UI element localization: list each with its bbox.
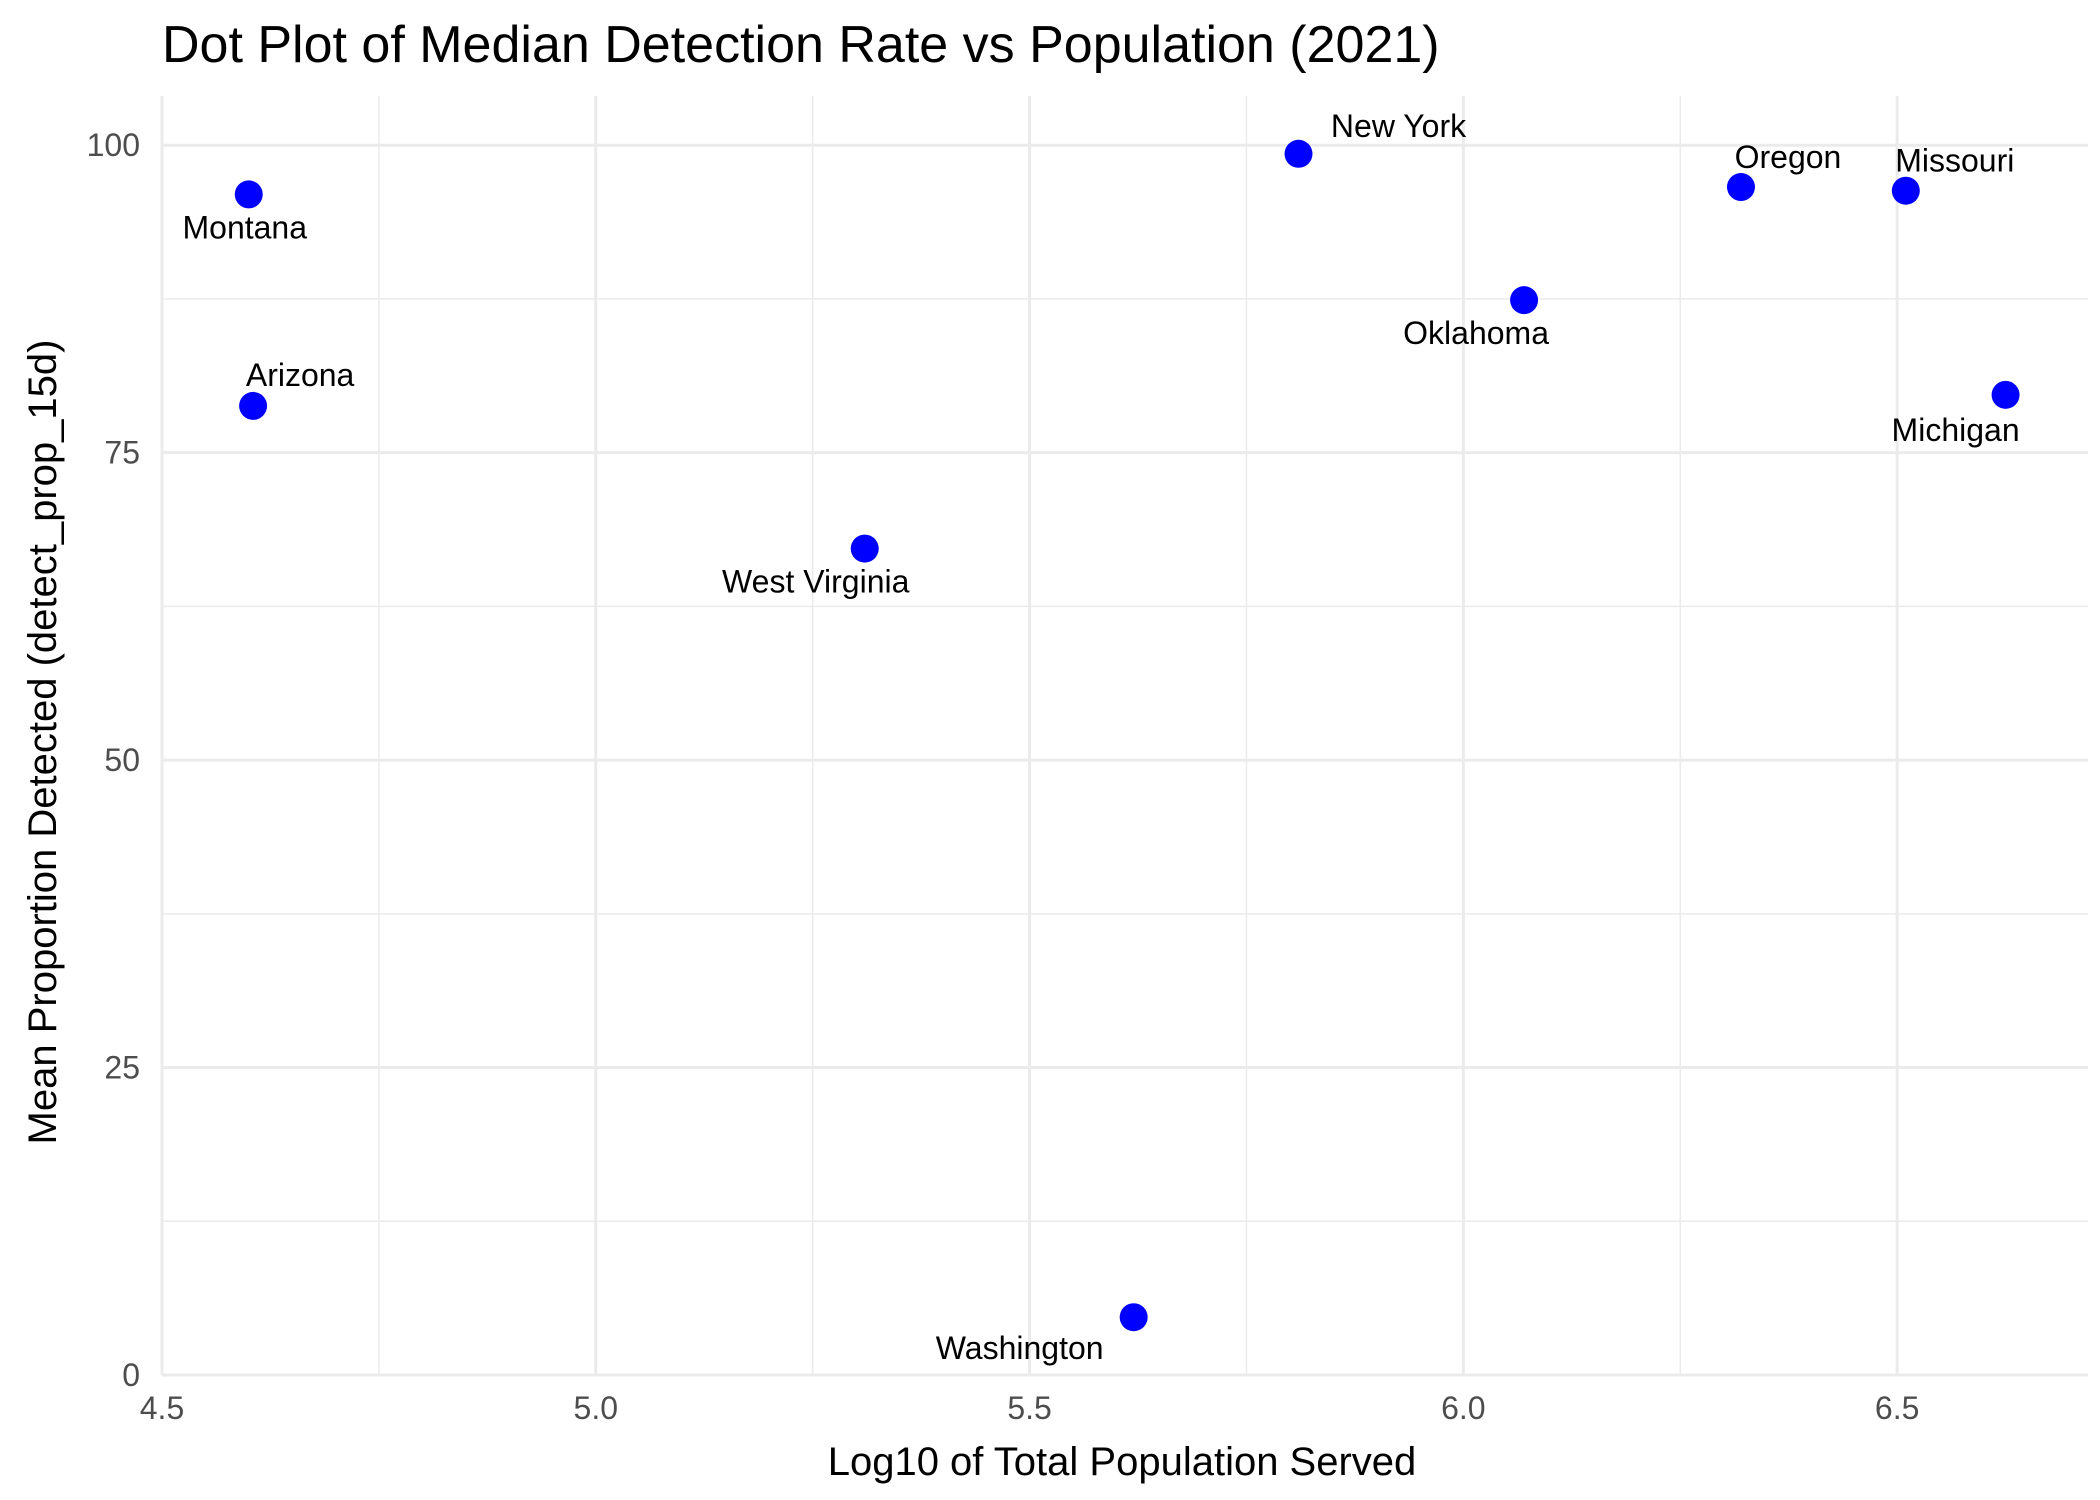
grid-lines [160, 96, 2088, 1377]
point-label: Oregon [1735, 139, 1842, 175]
point-label: Montana [182, 209, 307, 245]
point-label: West Virginia [722, 564, 910, 600]
x-tick-label: 4.5 [140, 1390, 184, 1426]
y-tick-label: 50 [104, 742, 140, 778]
y-tick-label: 100 [87, 127, 140, 163]
point-label: Michigan [1892, 412, 2020, 448]
data-points [234, 139, 2020, 1332]
x-tick-label: 6.0 [1441, 1390, 1485, 1426]
x-tick-label: 5.5 [1007, 1390, 1051, 1426]
data-point [1991, 380, 2020, 409]
data-point [239, 391, 268, 420]
point-labels: Montana Arizona West Virginia Washington New… [182, 108, 2019, 1366]
axis-ticks: 4.5 5.0 5.5 6.0 6.5 0 25 50 75 100 [87, 127, 1920, 1426]
data-point [1891, 176, 1920, 205]
x-tick-label: 6.5 [1875, 1390, 1919, 1426]
point-label: Arizona [246, 357, 355, 393]
point-label: Washington [936, 1330, 1104, 1366]
data-point [234, 180, 263, 209]
data-point [850, 534, 879, 563]
data-point [1510, 286, 1539, 315]
point-label: Missouri [1895, 143, 2014, 179]
y-tick-label: 0 [122, 1357, 140, 1393]
chart-title: Dot Plot of Median Detection Rate vs Pop… [162, 16, 1440, 74]
y-axis-label: Mean Proportion Detected (detect_prop_15… [21, 340, 65, 1145]
x-axis-label: Log10 of Total Population Served [828, 1440, 1417, 1484]
y-tick-label: 25 [104, 1050, 140, 1086]
data-point [1119, 1303, 1148, 1332]
data-point [1284, 139, 1313, 168]
x-tick-label: 5.0 [574, 1390, 618, 1426]
y-tick-label: 75 [104, 435, 140, 471]
point-label: New York [1331, 108, 1467, 144]
point-label: Oklahoma [1403, 315, 1549, 351]
data-point [1726, 173, 1755, 202]
